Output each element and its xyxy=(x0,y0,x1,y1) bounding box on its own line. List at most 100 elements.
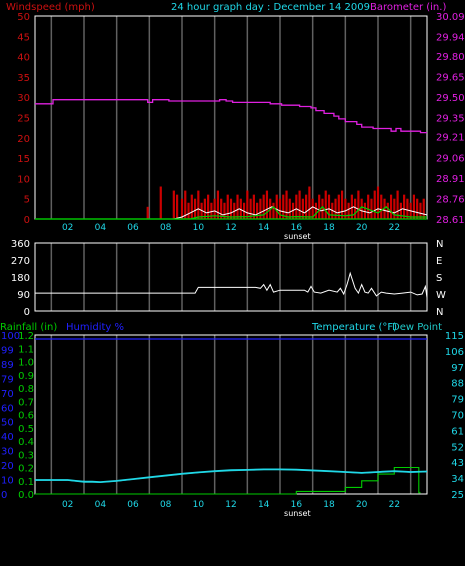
humidity-tick: 10 xyxy=(1,476,14,487)
rainfall-tick: 0.9 xyxy=(18,371,34,382)
rainfall-tick-labels: 0.0 0.1 0.2 0.3 0.4 0.5 0.6 0.7 0.8 0.9 1.0 1.1 1.2 xyxy=(18,331,34,501)
x-tick-label: 04 xyxy=(95,223,107,233)
windspeed-tick: 40 xyxy=(17,53,30,64)
legend-humidity: Humidity % xyxy=(66,322,124,333)
x-tick-label: 08 xyxy=(160,223,172,233)
rainfall-tick: 1.2 xyxy=(18,331,34,342)
barometer-tick: 28.76 xyxy=(436,194,465,205)
x-tick-label: 08 xyxy=(160,500,172,510)
windspeed-tick: 30 xyxy=(17,93,30,104)
x-tick-label: 14 xyxy=(258,500,270,510)
x-tick-label: 20 xyxy=(356,223,368,233)
direction-series xyxy=(35,271,428,298)
barometer-tick-labels: 28.61 28.76 28.91 29.06 29.21 29.35 29.50 29.65… xyxy=(436,12,465,226)
rainfall-tick: 0.6 xyxy=(18,411,34,422)
rainfall-tick: 1.1 xyxy=(18,344,34,355)
humidity-tick: 89 xyxy=(1,360,14,371)
humidity-tick: 0 xyxy=(1,490,7,501)
x-tick-label: 10 xyxy=(193,223,205,233)
direction-panel xyxy=(34,242,428,312)
temperature-tick: 79 xyxy=(451,395,464,406)
windspeed-tick: 50 xyxy=(17,12,30,23)
wind-baro-panel xyxy=(34,15,428,220)
rainfall-tick: 1.0 xyxy=(18,358,34,369)
barometer-tick: 28.91 xyxy=(436,174,465,185)
humidity-tick: 99 xyxy=(1,345,14,356)
temp-rain-x-tick-labels: 02 04 06 08 10 12 14 16 18 20 22 xyxy=(62,500,400,510)
rainfall-tick: 0.2 xyxy=(18,464,34,475)
x-tick-label: 14 xyxy=(258,223,270,233)
direction-compass-tick: N xyxy=(436,307,443,318)
x-tick-label: 22 xyxy=(389,223,400,233)
wind-baro-x-tick-labels: 02 04 06 08 10 12 14 16 18 20 22 xyxy=(62,223,400,233)
windspeed-tick: 0 xyxy=(24,215,30,226)
direction-degree-tick: 270 xyxy=(11,256,30,267)
wind-baro-grid xyxy=(50,16,412,219)
windspeed-tick-labels: 0 5 10 15 20 25 30 35 40 45 50 xyxy=(17,12,30,226)
sunset-label-bottom: sunset xyxy=(284,509,311,518)
x-tick-label: 18 xyxy=(323,500,335,510)
direction-grid xyxy=(50,243,412,311)
x-tick-label: 06 xyxy=(127,500,139,510)
legend-rainfall: Rainfall (in) xyxy=(0,322,57,333)
temperature-tick: 61 xyxy=(451,426,464,437)
legend-temperature: Temperature (°F) xyxy=(311,322,397,333)
temperature-tick-labels: 25 34 43 52 61 70 79 88 97 106 115 xyxy=(445,331,464,501)
x-tick-label: 02 xyxy=(62,500,73,510)
humidity-tick: 100 xyxy=(1,331,20,342)
direction-degree-tick: 360 xyxy=(11,239,30,250)
windspeed-tick: 35 xyxy=(17,73,30,84)
temperature-tick: 106 xyxy=(445,347,464,358)
barometer-tick: 29.21 xyxy=(436,133,465,144)
sunset-label-top: sunset xyxy=(284,232,311,241)
direction-degree-labels: 0 90 180 270 360 xyxy=(11,239,30,318)
direction-degree-tick: 90 xyxy=(17,290,30,301)
rainfall-tick: 0.0 xyxy=(18,490,34,501)
temperature-tick: 97 xyxy=(451,363,464,374)
legend-dewpoint: Dew Point xyxy=(392,322,442,333)
temp-rain-series xyxy=(35,338,428,495)
windspeed-axis-title: Windspeed (mph) xyxy=(6,2,95,13)
humidity-tick: 79 xyxy=(1,374,14,385)
x-tick-label: 04 xyxy=(95,500,107,510)
direction-compass-tick: S xyxy=(436,273,442,284)
temperature-tick: 88 xyxy=(451,379,464,390)
barometer-line xyxy=(35,99,427,134)
wind-avg-line xyxy=(35,205,427,220)
direction-degree-tick: 0 xyxy=(24,307,30,318)
direction-compass-tick: N xyxy=(436,239,443,250)
barometer-tick: 29.65 xyxy=(436,72,465,83)
temperature-tick: 43 xyxy=(451,458,464,469)
temperature-tick: 52 xyxy=(451,442,464,453)
windspeed-tick: 5 xyxy=(24,195,30,206)
x-tick-label: 12 xyxy=(225,500,236,510)
barometer-tick: 28.61 xyxy=(436,215,465,226)
direction-compass-tick: E xyxy=(436,256,442,267)
rainfall-tick: 0.5 xyxy=(18,424,34,435)
x-tick-label: 16 xyxy=(291,500,303,510)
rainfall-tick: 0.7 xyxy=(18,397,34,408)
rainfall-line xyxy=(35,466,421,495)
x-tick-label: 02 xyxy=(62,223,73,233)
humidity-tick: 60 xyxy=(1,403,14,414)
barometer-tick: 29.35 xyxy=(436,114,465,125)
rainfall-tick: 0.4 xyxy=(18,437,34,448)
windspeed-tick: 15 xyxy=(17,154,30,165)
rainfall-tick: 0.3 xyxy=(18,450,34,461)
x-tick-label: 06 xyxy=(127,223,139,233)
humidity-tick-labels: 0 10 20 30 40 50 60 70 79 89 99 100 xyxy=(1,331,20,501)
windspeed-tick: 10 xyxy=(17,174,30,185)
barometer-axis-title: Barometer (in.) xyxy=(370,2,446,13)
humidity-tick: 40 xyxy=(1,432,14,443)
temperature-tick: 115 xyxy=(445,331,464,342)
direction-degree-tick: 180 xyxy=(11,273,30,284)
barometer-tick: 30.09 xyxy=(436,12,465,23)
barometer-tick: 29.06 xyxy=(436,153,465,164)
x-tick-label: 22 xyxy=(389,500,400,510)
wind-speed-line xyxy=(35,206,428,220)
barometer-tick: 29.94 xyxy=(436,33,465,44)
temperature-tick: 34 xyxy=(451,474,464,485)
temperature-tick: 70 xyxy=(451,411,464,422)
